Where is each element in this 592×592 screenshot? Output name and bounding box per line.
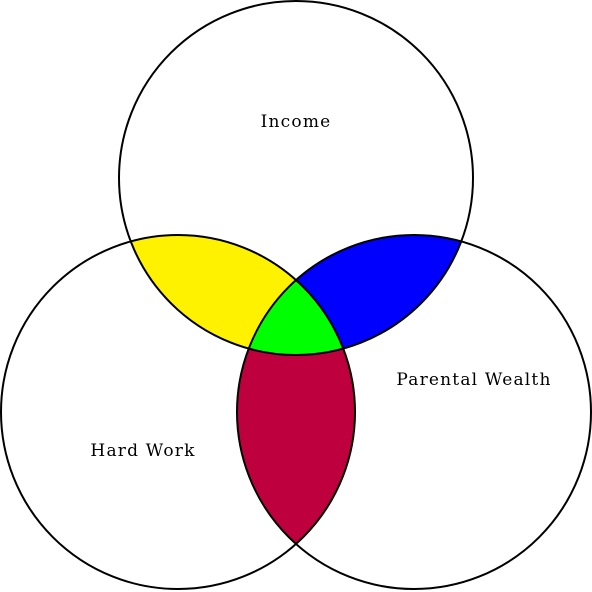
- region-all-three: [237, 235, 356, 355]
- label-parental-wealth: Parental Wealth: [396, 370, 551, 390]
- label-hard-work: Hard Work: [90, 441, 195, 461]
- circle-parental-wealth: [236, 234, 592, 590]
- circle-hard-work: [0, 234, 356, 590]
- circle-income: [118, 0, 474, 356]
- label-income: Income: [261, 112, 332, 132]
